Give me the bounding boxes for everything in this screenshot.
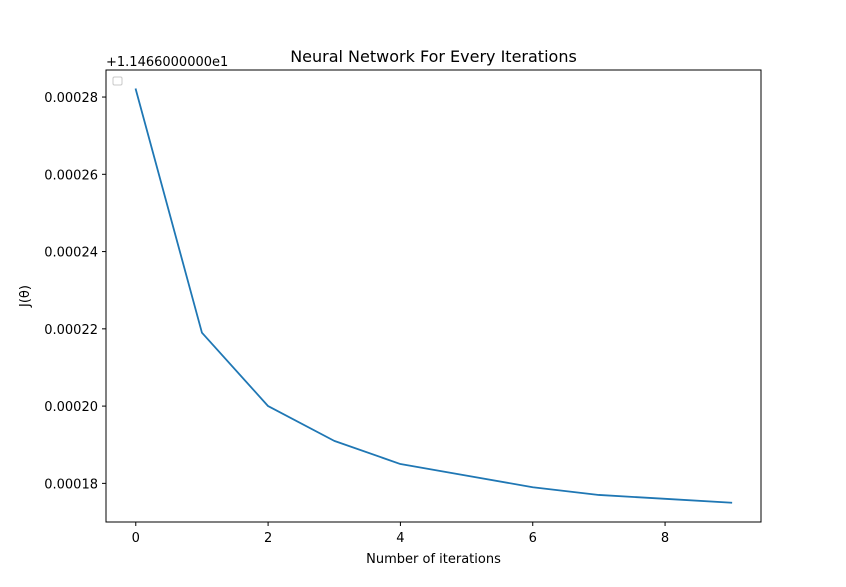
legend-box: [112, 76, 123, 86]
x-tick-label: 4: [396, 531, 404, 546]
x-axis-label: Number of iterations: [366, 552, 501, 567]
y-tick-label: 0.00024: [44, 246, 98, 261]
y-tick-label: 0.00028: [44, 91, 98, 106]
x-axis: 0 2 4 6 8: [132, 522, 669, 546]
x-tick-label: 6: [529, 531, 537, 546]
y-tick-label: 0.00022: [44, 323, 98, 338]
series-line: [134, 88, 733, 504]
y-axis-label: J(θ): [18, 285, 33, 308]
x-tick-label: 8: [661, 531, 669, 546]
y-offset-label: +1.1466000000e1: [106, 55, 228, 70]
x-tick-label: 0: [132, 531, 140, 546]
plot-frame: [105, 69, 762, 523]
y-tick-label: 0.00018: [44, 477, 98, 492]
y-tick-label: 0.00020: [44, 400, 98, 415]
x-tick-label: 2: [264, 531, 272, 546]
chart-title: Neural Network For Every Iterations: [290, 47, 577, 66]
plot-area: [134, 88, 733, 504]
y-axis: 0.00018 0.00020 0.00022 0.00024 0.00026 0.000…: [44, 91, 106, 492]
y-tick-label: 0.00026: [44, 168, 98, 183]
